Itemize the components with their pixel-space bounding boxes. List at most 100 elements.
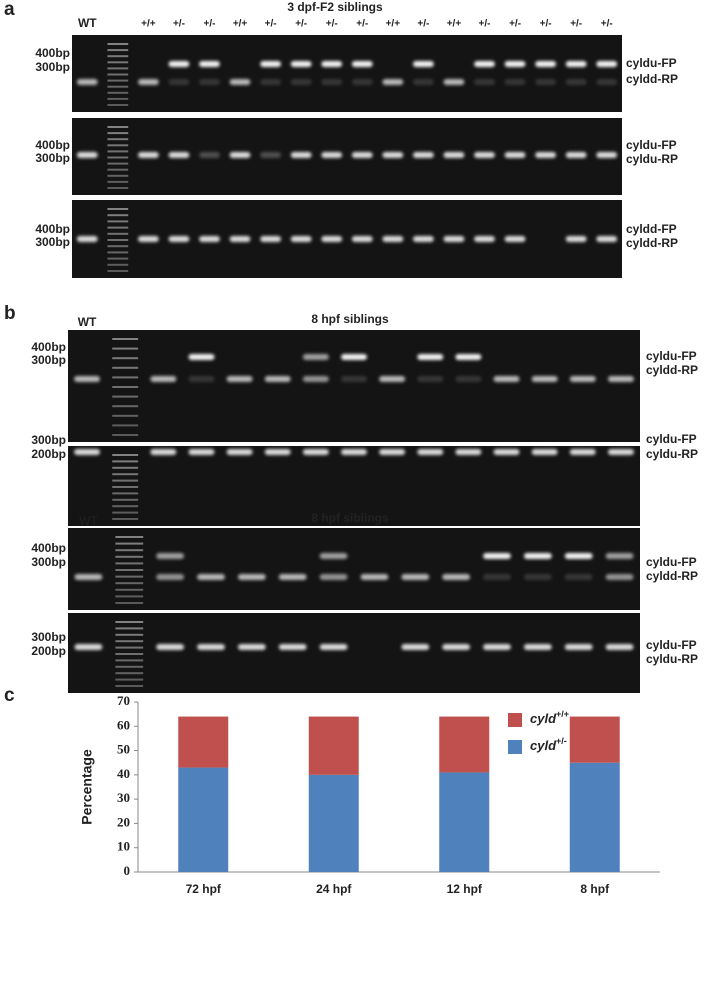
gel-band [156, 574, 185, 580]
lane-label: +/- [265, 19, 277, 30]
ladder-band [112, 338, 139, 340]
gel-band [260, 61, 281, 67]
gel-strip [68, 330, 640, 442]
gel-band [474, 152, 495, 158]
primer-label: cyldu-FP [646, 432, 697, 446]
primer-label: cyldu-RP [646, 652, 698, 666]
ladder-band [112, 376, 139, 379]
gel-band [188, 376, 215, 382]
ladder-band [112, 357, 139, 360]
gel-band [596, 236, 618, 242]
ladder-band [115, 653, 144, 655]
ladder-band [107, 85, 129, 88]
size-label: 200bp [31, 447, 66, 461]
gel-band [596, 61, 618, 67]
gel-band [442, 644, 471, 650]
primer-label: cyldu-FP [646, 638, 697, 652]
size-label: 400bp [31, 340, 66, 354]
lane-label: +/- [540, 19, 552, 30]
y-tick-label: 0 [124, 863, 131, 878]
gel-band [605, 553, 634, 559]
lane-label: +/- [509, 19, 521, 30]
x-tick-label: 8 hpf [580, 882, 610, 896]
lane-label: +/- [601, 19, 613, 30]
primer-label: cyldu-RP [646, 447, 698, 461]
gel-band [493, 376, 520, 382]
gel-band [188, 354, 215, 360]
gel-band [569, 376, 596, 382]
ladder-band [115, 595, 144, 598]
gel-band [229, 79, 251, 85]
gel-band [76, 236, 98, 242]
lane-label: +/- [356, 19, 368, 30]
ladder-band [112, 492, 139, 495]
lane-label: +/- [570, 19, 582, 30]
bar-segment [178, 716, 229, 768]
gel-band [413, 236, 434, 242]
gel-band [260, 236, 281, 242]
gel-band [413, 152, 434, 158]
gel-band [605, 644, 634, 650]
gel-band [455, 449, 482, 455]
gel-band [237, 644, 266, 650]
gel-band [523, 644, 552, 650]
gel-band [443, 152, 465, 158]
ladder-band [107, 174, 129, 177]
gel-band [168, 61, 190, 67]
ladder-band [107, 251, 129, 254]
gel-band [319, 553, 348, 559]
gel-band [197, 644, 225, 650]
size-label: 400bp [35, 46, 70, 60]
ladder-band [107, 214, 129, 217]
lane-label: +/+ [233, 19, 248, 30]
size-label: 300bp [31, 555, 66, 569]
gel-band [443, 236, 465, 242]
gel-band [168, 236, 190, 242]
bar-segment [439, 772, 490, 872]
gel-band [523, 574, 552, 580]
ladder-band [107, 187, 129, 189]
ladder-band [112, 466, 139, 469]
bar-segment [439, 716, 490, 773]
ladder-band [115, 582, 144, 585]
gel-band [302, 449, 329, 455]
gel-band [564, 644, 593, 650]
gel-band [474, 79, 495, 85]
ladder-band [112, 460, 139, 463]
ladder-band [112, 486, 139, 488]
gel-band [74, 376, 101, 382]
bar-segment [308, 716, 359, 775]
ladder-band [115, 588, 144, 591]
lane-label: +/- [173, 19, 185, 30]
x-tick-label: 24 hpf [316, 882, 352, 896]
ladder-band [107, 220, 129, 223]
gel-band [321, 236, 343, 242]
ladder-band [107, 61, 129, 64]
gel-band [413, 79, 434, 85]
ladder-band [115, 536, 144, 538]
ladder-band [107, 97, 129, 100]
gel-strip [72, 35, 622, 112]
gel-band [156, 553, 185, 559]
gel-band [290, 152, 312, 158]
gel-band [260, 79, 281, 85]
ladder-band [107, 79, 129, 82]
ladder-band [115, 646, 144, 649]
ladder-band [112, 518, 139, 520]
ladder-band [112, 511, 139, 514]
gel-band [229, 152, 251, 158]
gel-band [565, 79, 587, 85]
gel-band [565, 61, 587, 67]
gel-band [483, 644, 511, 650]
size-label: 400bp [31, 541, 66, 555]
ladder-band [112, 386, 139, 388]
ladder-band [112, 414, 139, 417]
gel-band [401, 574, 430, 580]
panel-letter: c [4, 685, 15, 706]
ladder-band [115, 685, 144, 687]
gel-band [168, 152, 190, 158]
gel-band [138, 236, 159, 242]
gel-band [504, 79, 526, 85]
legend-label: cyld+/+ [530, 709, 569, 726]
ladder-band [115, 575, 144, 578]
